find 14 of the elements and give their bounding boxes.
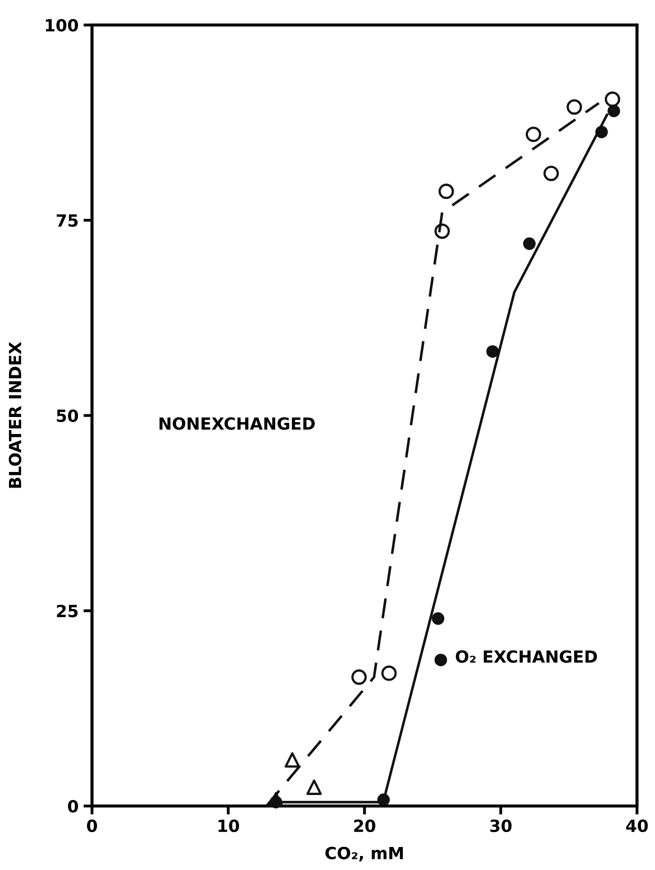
annotation: O₂ EXCHANGED bbox=[456, 650, 597, 663]
y-tick-label: 100 bbox=[46, 18, 78, 32]
y-axis-title: BLOATER INDEX bbox=[8, 342, 22, 488]
x-tick-label: 40 bbox=[626, 819, 648, 832]
x-tick-label: 10 bbox=[218, 819, 240, 832]
y-tick-label: 0 bbox=[68, 800, 78, 813]
x-tick-label: 20 bbox=[354, 819, 376, 832]
x-tick-label: 30 bbox=[490, 819, 512, 832]
y-tick-label: 75 bbox=[56, 214, 78, 227]
y-tick-label: 50 bbox=[56, 409, 78, 422]
y-tick-label: 25 bbox=[56, 604, 78, 618]
x-tick-label: 0 bbox=[87, 819, 97, 832]
x-axis-title: CO₂, mM bbox=[325, 846, 403, 862]
annotation: NONEXCHANGED bbox=[160, 417, 315, 430]
